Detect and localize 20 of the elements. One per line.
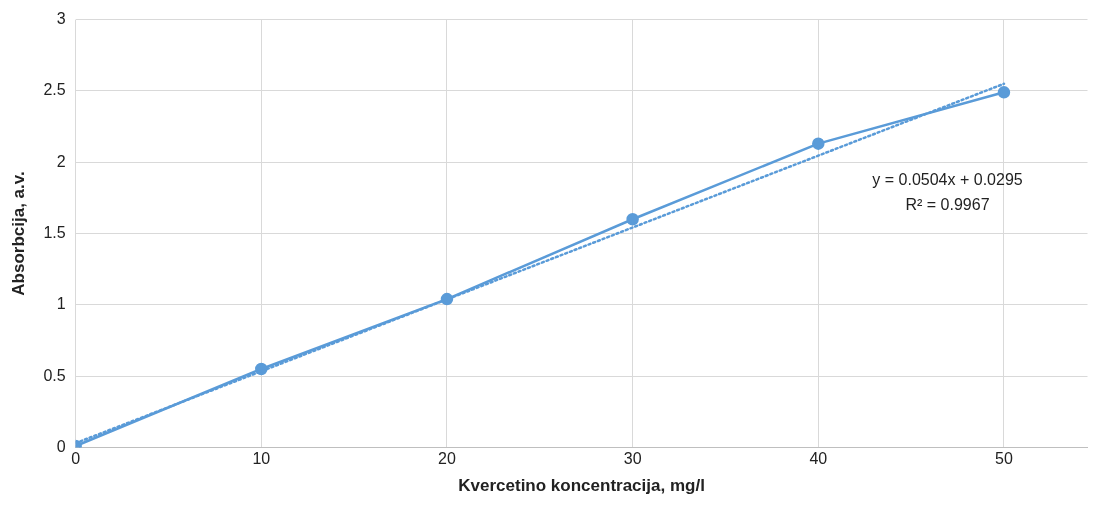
x-tick-label: 40 [809,450,828,468]
point [812,137,825,150]
y-tick-label: 1 [56,295,66,313]
y-tick-label: 0.5 [43,366,66,384]
y-axis-title: Absorbcija, a.v. [8,171,28,296]
y-tick-label: 3 [56,10,66,28]
y-tick-label: 2 [56,152,66,170]
x-axis-title: Kvercetino koncentracija, mg/l [458,476,705,496]
x-tick-label: 0 [71,450,81,468]
x-tick-label: 10 [252,450,271,468]
point [626,212,639,226]
x-tick-label: 20 [438,450,456,468]
x-tick-label: 30 [623,450,642,468]
x-tick-label: 50 [995,450,1013,468]
y-tick-label: 0 [56,437,66,455]
point [997,86,1011,99]
y-tick-label: 2.5 [43,81,66,99]
annotation: R² = 0.9967 [905,195,990,213]
annotation: y = 0.0504x + 0.0295 [872,170,1023,188]
y-tick-label: 1.5 [43,223,66,241]
